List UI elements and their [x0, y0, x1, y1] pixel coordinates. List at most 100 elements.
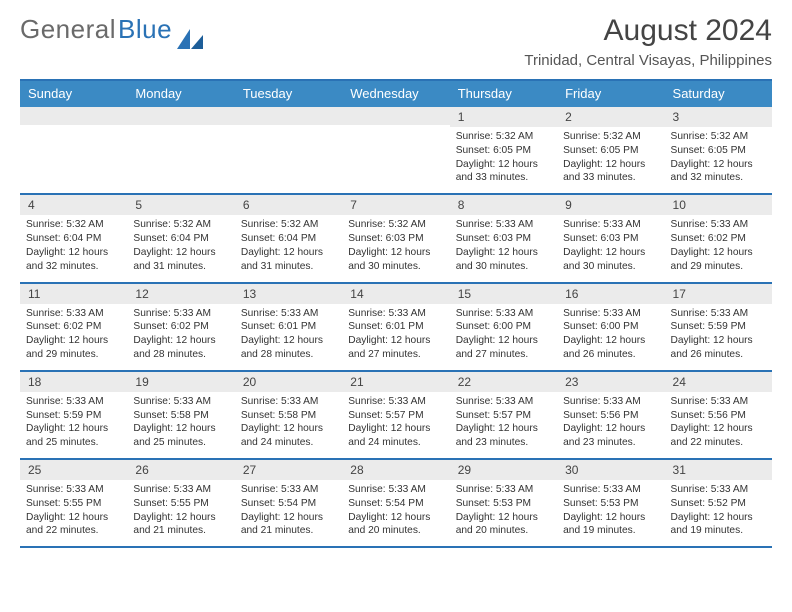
- calendar-week: 18Sunrise: 5:33 AMSunset: 5:59 PMDayligh…: [20, 372, 772, 460]
- daylight-text: Daylight: 12 hours and 28 minutes.: [133, 334, 228, 362]
- title-block: August 2024 Trinidad, Central Visayas, P…: [524, 14, 772, 69]
- sunrise-text: Sunrise: 5:33 AM: [26, 395, 121, 409]
- sunset-text: Sunset: 5:58 PM: [241, 409, 336, 423]
- calendar-cell: 16Sunrise: 5:33 AMSunset: 6:00 PMDayligh…: [557, 284, 664, 370]
- day-of-week-header: Sunday Monday Tuesday Wednesday Thursday…: [20, 81, 772, 107]
- daylight-text: Daylight: 12 hours and 30 minutes.: [348, 246, 443, 274]
- day-number: 5: [127, 195, 234, 215]
- calendar-cell: 21Sunrise: 5:33 AMSunset: 5:57 PMDayligh…: [342, 372, 449, 458]
- day-number: 11: [20, 284, 127, 304]
- sunset-text: Sunset: 6:00 PM: [456, 320, 551, 334]
- sunrise-text: Sunrise: 5:33 AM: [133, 395, 228, 409]
- calendar-cell: 17Sunrise: 5:33 AMSunset: 5:59 PMDayligh…: [665, 284, 772, 370]
- daylight-text: Daylight: 12 hours and 27 minutes.: [348, 334, 443, 362]
- sunrise-text: Sunrise: 5:32 AM: [348, 218, 443, 232]
- daylight-text: Daylight: 12 hours and 30 minutes.: [563, 246, 658, 274]
- daylight-text: Daylight: 12 hours and 32 minutes.: [26, 246, 121, 274]
- calendar-cell: 22Sunrise: 5:33 AMSunset: 5:57 PMDayligh…: [450, 372, 557, 458]
- daylight-text: Daylight: 12 hours and 33 minutes.: [456, 158, 551, 186]
- sunset-text: Sunset: 6:02 PM: [133, 320, 228, 334]
- calendar-cell: 9Sunrise: 5:33 AMSunset: 6:03 PMDaylight…: [557, 195, 664, 281]
- calendar-cell: 15Sunrise: 5:33 AMSunset: 6:00 PMDayligh…: [450, 284, 557, 370]
- dow-tue: Tuesday: [235, 81, 342, 107]
- day-number: 20: [235, 372, 342, 392]
- day-number: 7: [342, 195, 449, 215]
- sunrise-text: Sunrise: 5:32 AM: [26, 218, 121, 232]
- daylight-text: Daylight: 12 hours and 20 minutes.: [348, 511, 443, 539]
- sunset-text: Sunset: 5:57 PM: [456, 409, 551, 423]
- daylight-text: Daylight: 12 hours and 20 minutes.: [456, 511, 551, 539]
- daylight-text: Daylight: 12 hours and 31 minutes.: [133, 246, 228, 274]
- daylight-text: Daylight: 12 hours and 19 minutes.: [671, 511, 766, 539]
- sunrise-text: Sunrise: 5:32 AM: [671, 130, 766, 144]
- sunrise-text: Sunrise: 5:33 AM: [241, 307, 336, 321]
- sunset-text: Sunset: 5:58 PM: [133, 409, 228, 423]
- sunrise-text: Sunrise: 5:33 AM: [348, 395, 443, 409]
- day-number: 16: [557, 284, 664, 304]
- calendar-cell-empty: [342, 107, 449, 193]
- sunset-text: Sunset: 6:01 PM: [241, 320, 336, 334]
- calendar-cell: 23Sunrise: 5:33 AMSunset: 5:56 PMDayligh…: [557, 372, 664, 458]
- sunrise-text: Sunrise: 5:33 AM: [133, 483, 228, 497]
- sunrise-text: Sunrise: 5:33 AM: [563, 218, 658, 232]
- calendar-cell: 5 Sunrise: 5:32 AMSunset: 6:04 PMDaylight…: [127, 195, 234, 281]
- day-number: 6: [235, 195, 342, 215]
- daylight-text: Daylight: 12 hours and 22 minutes.: [26, 511, 121, 539]
- brand-part1: General: [20, 14, 116, 45]
- day-number: [235, 107, 342, 125]
- day-number: 14: [342, 284, 449, 304]
- daylight-text: Daylight: 12 hours and 25 minutes.: [133, 422, 228, 450]
- day-number: 21: [342, 372, 449, 392]
- dow-sun: Sunday: [20, 81, 127, 107]
- calendar-week: 4Sunrise: 5:32 AMSunset: 6:04 PMDaylight…: [20, 195, 772, 283]
- dow-fri: Friday: [557, 81, 664, 107]
- sunset-text: Sunset: 6:02 PM: [26, 320, 121, 334]
- calendar-cell: 18Sunrise: 5:33 AMSunset: 5:59 PMDayligh…: [20, 372, 127, 458]
- daylight-text: Daylight: 12 hours and 21 minutes.: [241, 511, 336, 539]
- sunset-text: Sunset: 6:05 PM: [671, 144, 766, 158]
- daylight-text: Daylight: 12 hours and 32 minutes.: [671, 158, 766, 186]
- sunset-text: Sunset: 6:04 PM: [133, 232, 228, 246]
- daylight-text: Daylight: 12 hours and 30 minutes.: [456, 246, 551, 274]
- calendar-cell: 2Sunrise: 5:32 AMSunset: 6:05 PMDaylight…: [557, 107, 664, 193]
- sunset-text: Sunset: 5:53 PM: [456, 497, 551, 511]
- logo-sail-icon: [177, 25, 203, 45]
- sunset-text: Sunset: 6:04 PM: [241, 232, 336, 246]
- daylight-text: Daylight: 12 hours and 25 minutes.: [26, 422, 121, 450]
- sunrise-text: Sunrise: 5:33 AM: [348, 483, 443, 497]
- sunset-text: Sunset: 5:53 PM: [563, 497, 658, 511]
- day-number: 12: [127, 284, 234, 304]
- dow-wed: Wednesday: [342, 81, 449, 107]
- day-number: 10: [665, 195, 772, 215]
- calendar-cell: 10Sunrise: 5:33 AMSunset: 6:02 PMDayligh…: [665, 195, 772, 281]
- calendar-cell: 8Sunrise: 5:33 AMSunset: 6:03 PMDaylight…: [450, 195, 557, 281]
- sunrise-text: Sunrise: 5:32 AM: [133, 218, 228, 232]
- day-number: [20, 107, 127, 125]
- daylight-text: Daylight: 12 hours and 31 minutes.: [241, 246, 336, 274]
- daylight-text: Daylight: 12 hours and 23 minutes.: [456, 422, 551, 450]
- sunset-text: Sunset: 6:00 PM: [563, 320, 658, 334]
- daylight-text: Daylight: 12 hours and 28 minutes.: [241, 334, 336, 362]
- daylight-text: Daylight: 12 hours and 29 minutes.: [671, 246, 766, 274]
- calendar-cell: 6Sunrise: 5:32 AMSunset: 6:04 PMDaylight…: [235, 195, 342, 281]
- calendar-cell: 26Sunrise: 5:33 AMSunset: 5:55 PMDayligh…: [127, 460, 234, 546]
- day-number: 15: [450, 284, 557, 304]
- day-number: 24: [665, 372, 772, 392]
- header: GeneralBlue August 2024 Trinidad, Centra…: [20, 14, 772, 69]
- daylight-text: Daylight: 12 hours and 24 minutes.: [348, 422, 443, 450]
- page-title: August 2024: [524, 14, 772, 48]
- calendar: Sunday Monday Tuesday Wednesday Thursday…: [20, 79, 772, 548]
- sunset-text: Sunset: 6:01 PM: [348, 320, 443, 334]
- calendar-cell: 19Sunrise: 5:33 AMSunset: 5:58 PMDayligh…: [127, 372, 234, 458]
- sunset-text: Sunset: 6:02 PM: [671, 232, 766, 246]
- dow-mon: Monday: [127, 81, 234, 107]
- day-number: 4: [20, 195, 127, 215]
- sunrise-text: Sunrise: 5:33 AM: [456, 218, 551, 232]
- sunset-text: Sunset: 5:54 PM: [241, 497, 336, 511]
- sunrise-text: Sunrise: 5:33 AM: [563, 307, 658, 321]
- sunset-text: Sunset: 5:55 PM: [26, 497, 121, 511]
- calendar-page: GeneralBlue August 2024 Trinidad, Centra…: [0, 0, 792, 612]
- day-number: [342, 107, 449, 125]
- calendar-cell-empty: [20, 107, 127, 193]
- daylight-text: Daylight: 12 hours and 22 minutes.: [671, 422, 766, 450]
